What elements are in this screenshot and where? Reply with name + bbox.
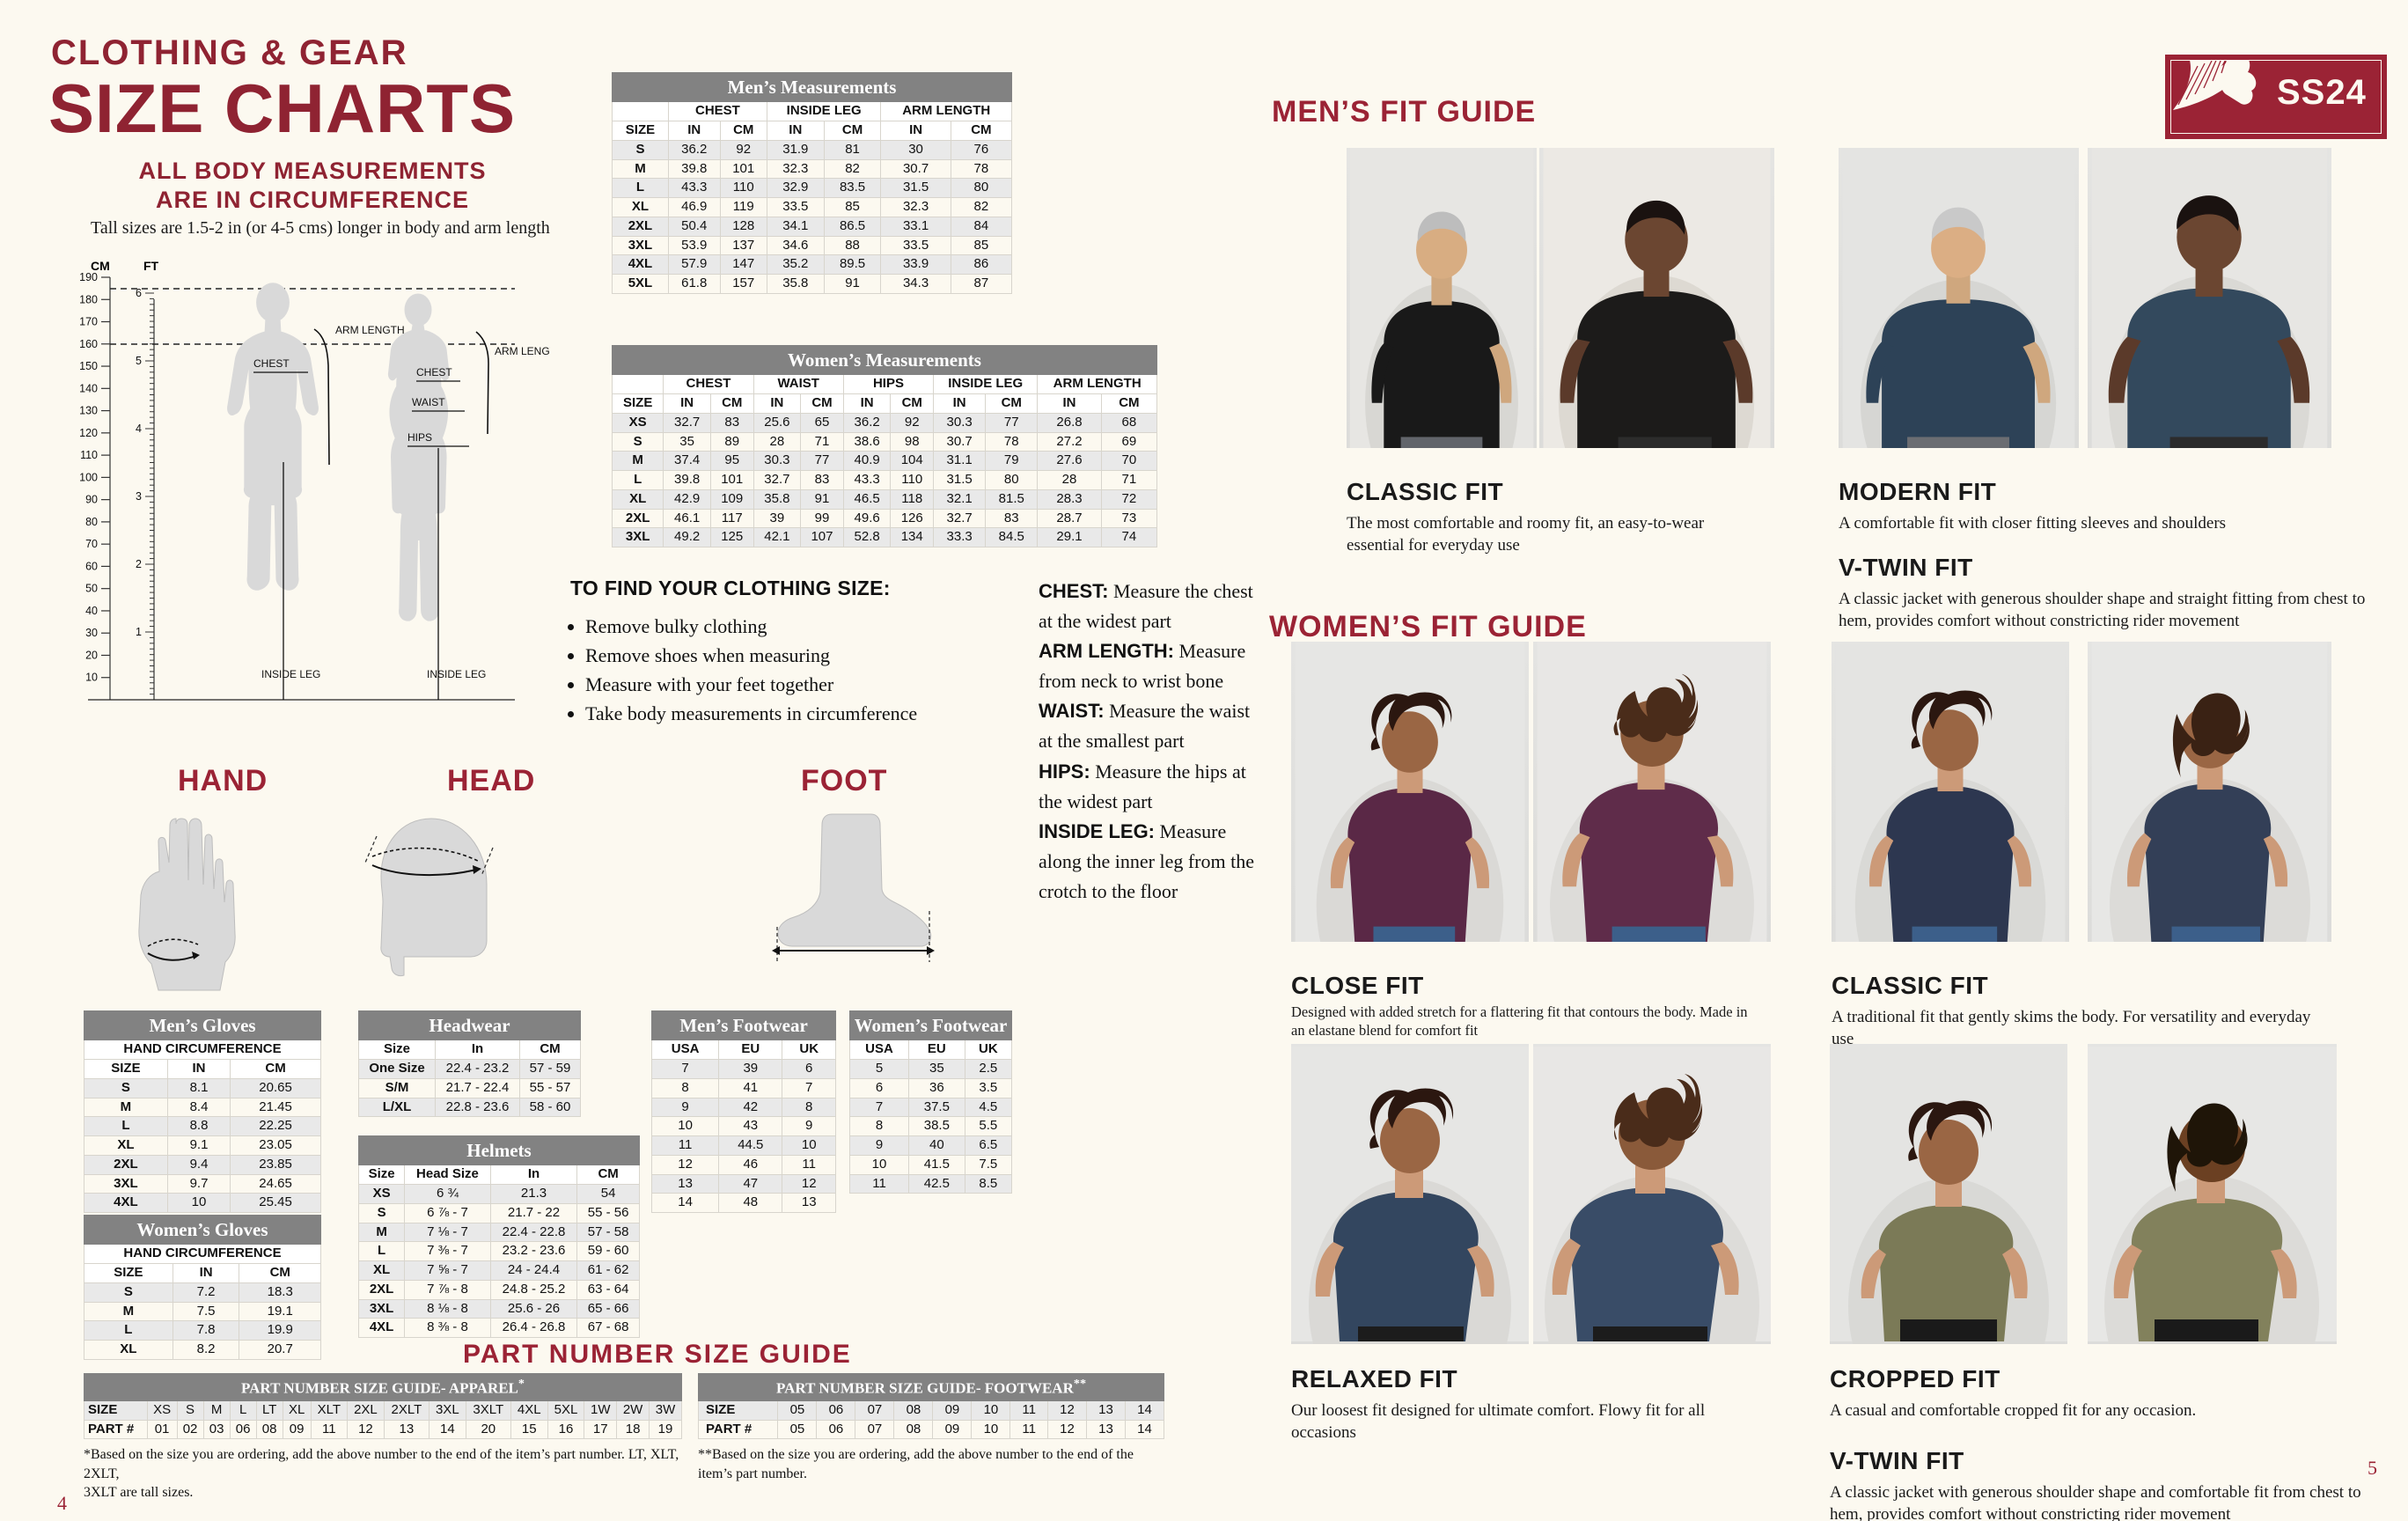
svg-text:190: 190 [79, 271, 98, 283]
svg-text:90: 90 [85, 494, 98, 506]
svg-text:2: 2 [136, 558, 142, 570]
svg-text:20: 20 [85, 649, 98, 661]
svg-text:CHEST: CHEST [416, 366, 452, 378]
svg-text:110: 110 [80, 449, 98, 461]
svg-text:CHEST: CHEST [253, 357, 290, 370]
svg-text:10: 10 [85, 672, 98, 684]
svg-text:HIPS: HIPS [407, 431, 432, 444]
svg-text:40: 40 [85, 605, 98, 617]
svg-text:60: 60 [85, 560, 98, 572]
svg-text:WAIST: WAIST [412, 396, 445, 408]
svg-text:ARM LENGTH: ARM LENGTH [495, 345, 550, 357]
svg-text:4: 4 [136, 422, 142, 435]
svg-text:150: 150 [79, 360, 98, 372]
svg-text:70: 70 [85, 538, 98, 550]
svg-text:180: 180 [79, 293, 98, 305]
svg-text:80: 80 [85, 516, 98, 528]
svg-text:170: 170 [79, 316, 98, 328]
svg-text:3: 3 [136, 490, 142, 503]
svg-text:INSIDE LEG: INSIDE LEG [427, 668, 486, 680]
svg-text:130: 130 [79, 405, 98, 417]
svg-text:160: 160 [79, 338, 98, 350]
svg-text:120: 120 [79, 427, 98, 439]
svg-text:INSIDE LEG: INSIDE LEG [261, 668, 320, 680]
svg-text:5: 5 [136, 355, 142, 367]
svg-text:ARM LENGTH: ARM LENGTH [335, 324, 405, 336]
svg-text:50: 50 [85, 583, 98, 595]
svg-text:100: 100 [79, 471, 98, 483]
svg-text:30: 30 [85, 627, 98, 639]
svg-text:140: 140 [79, 382, 98, 394]
svg-text:1: 1 [136, 626, 142, 638]
svg-text:FT: FT [143, 260, 159, 273]
